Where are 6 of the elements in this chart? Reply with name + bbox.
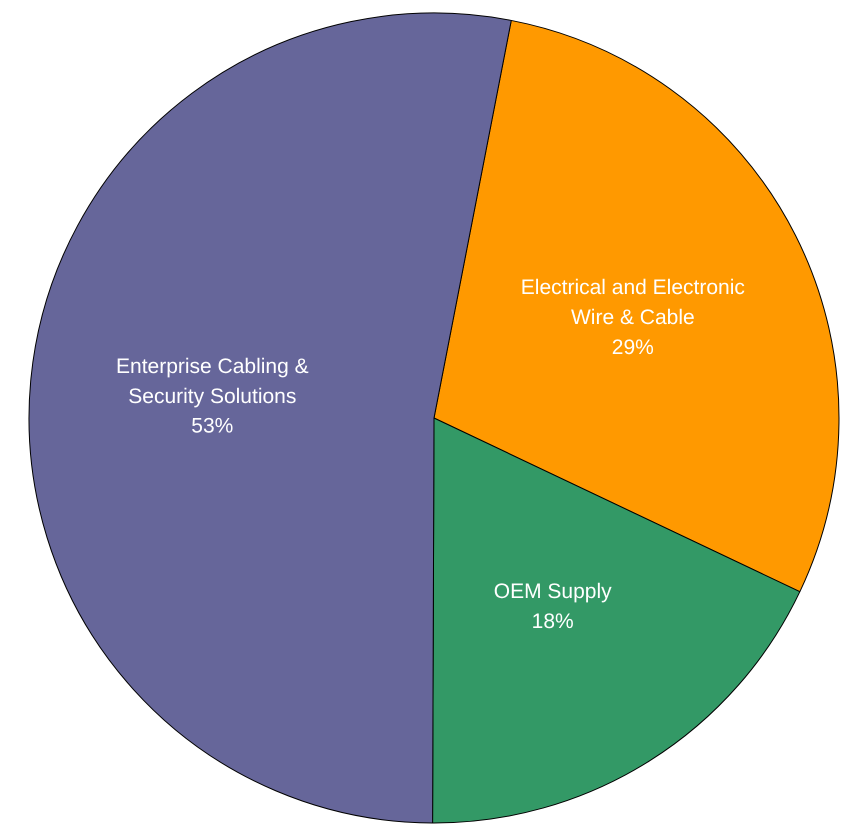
data-label: 18% bbox=[532, 610, 574, 633]
slice-label: Electrical and Electronic Wire & Cable bbox=[520, 276, 745, 330]
slice-label: Enterprise Cabling & Security Solutions bbox=[116, 354, 309, 408]
slice-label: OEM Supply bbox=[494, 580, 612, 604]
data-label: 53% bbox=[191, 414, 234, 438]
data-label: 29% bbox=[612, 336, 654, 359]
